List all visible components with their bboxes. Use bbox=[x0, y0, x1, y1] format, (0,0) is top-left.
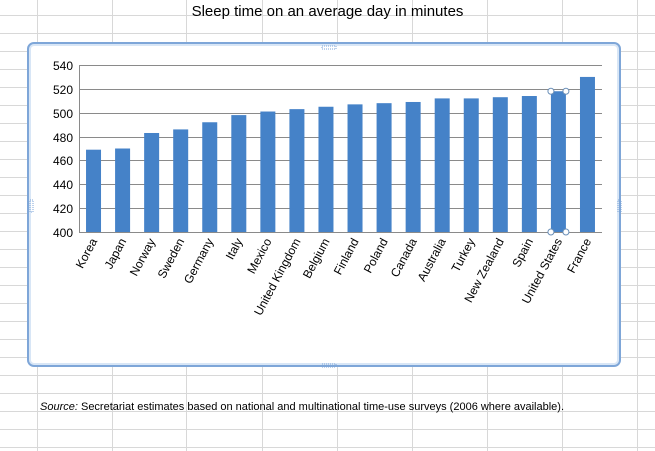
y-tick-label: 440 bbox=[53, 178, 73, 192]
bar-australia[interactable] bbox=[434, 98, 450, 233]
bar-sweden[interactable] bbox=[173, 129, 189, 232]
x-tick-label: Korea bbox=[73, 236, 101, 271]
x-tick-label: Italy bbox=[223, 236, 246, 262]
y-tick-label: 500 bbox=[53, 107, 73, 121]
bar-germany[interactable] bbox=[202, 122, 218, 232]
resize-grip[interactable] bbox=[617, 199, 622, 213]
chart-frame[interactable]: 400 420 440 460 480 500 520 540 Korea Japan Norway… bbox=[27, 42, 622, 368]
bar-japan[interactable] bbox=[115, 148, 131, 233]
x-tick-label: Finland bbox=[331, 236, 362, 277]
bar-mexico[interactable] bbox=[260, 111, 276, 232]
bar-united-kingdom[interactable] bbox=[289, 109, 305, 232]
bar-spain[interactable] bbox=[521, 96, 537, 232]
source-text: Secretariat estimates based on national … bbox=[77, 401, 565, 413]
bar-canada[interactable] bbox=[405, 101, 421, 232]
x-tick-label: Canada bbox=[388, 236, 420, 280]
x-tick-label: Poland bbox=[361, 236, 391, 276]
resize-grip[interactable] bbox=[321, 363, 337, 368]
x-tick-label: Mexico bbox=[244, 236, 274, 276]
selection-handle[interactable] bbox=[547, 228, 555, 236]
y-tick-label: 520 bbox=[53, 83, 73, 97]
source-note: Source: Secretariat estimates based on n… bbox=[40, 401, 564, 413]
y-tick-label: 540 bbox=[53, 59, 73, 73]
bar-belgium[interactable] bbox=[318, 106, 334, 232]
y-tick-label: 460 bbox=[53, 154, 73, 168]
x-tick-label: Japan bbox=[102, 236, 130, 271]
bar-france[interactable] bbox=[579, 76, 595, 232]
bar-finland[interactable] bbox=[347, 104, 363, 232]
selection-handle[interactable] bbox=[562, 228, 570, 236]
bar-new-zealand[interactable] bbox=[492, 97, 508, 232]
resize-grip[interactable] bbox=[321, 45, 337, 50]
bar-italy[interactable] bbox=[231, 115, 247, 232]
x-tick-label: Australia bbox=[415, 236, 449, 284]
y-tick-label: 480 bbox=[53, 131, 73, 145]
selection-handle[interactable] bbox=[547, 87, 555, 95]
source-label: Source: bbox=[40, 401, 78, 413]
bar-norway[interactable] bbox=[144, 132, 160, 232]
x-tick-label: Sweden bbox=[155, 236, 188, 281]
bar-united-states[interactable] bbox=[550, 91, 566, 232]
y-tick-label: 420 bbox=[53, 202, 73, 216]
selection-handle[interactable] bbox=[562, 87, 570, 95]
bar-chart: 400 420 440 460 480 500 520 540 Korea JapanNorway… bbox=[29, 45, 622, 368]
x-tick-label: Spain bbox=[509, 236, 536, 270]
x-tick-label: Turkey bbox=[449, 236, 478, 275]
x-tick-label: Norway bbox=[127, 236, 158, 278]
x-tick-label: Belgium bbox=[300, 236, 333, 281]
chart-title: Sleep time on an average day in minutes bbox=[191, 3, 464, 20]
y-tick-label: 400 bbox=[53, 226, 73, 240]
x-tick-label: France bbox=[564, 236, 594, 276]
bar-korea[interactable] bbox=[86, 149, 102, 232]
bar-poland[interactable] bbox=[376, 103, 392, 232]
bar-turkey[interactable] bbox=[463, 98, 479, 233]
resize-grip[interactable] bbox=[29, 199, 34, 213]
